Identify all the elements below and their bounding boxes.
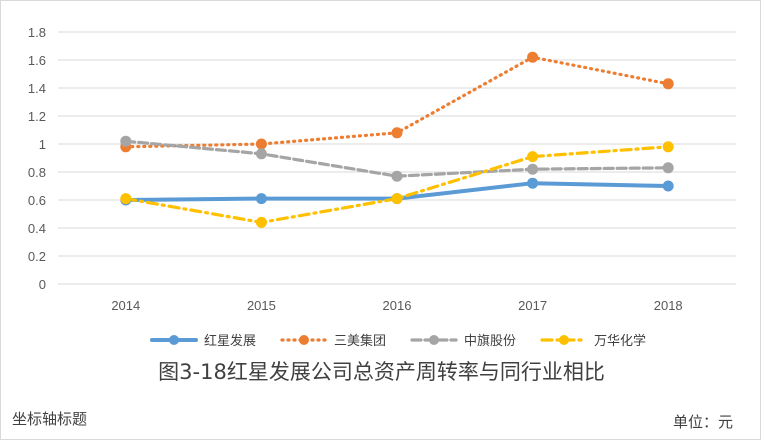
legend-item-hongxing: 红星发展: [150, 330, 256, 349]
y-tick-label: 1.6: [28, 53, 46, 68]
series-3-point-0: [120, 193, 132, 205]
y-tick-label: 1.8: [28, 25, 46, 40]
legend-label-zhongqi: 中旗股份: [464, 334, 517, 349]
legend-swatch-sanmei: [280, 334, 328, 345]
legend-marker: [169, 334, 179, 345]
legend-marker: [429, 334, 440, 345]
legend-item-sanmei: 三美集团: [280, 330, 386, 349]
unit-label: 单位：元: [672, 413, 733, 431]
legend: 红星发展 三美集团 中旗股份 万华化学: [150, 330, 646, 349]
series-3-point-4: [662, 141, 674, 153]
series-3-point-3: [527, 151, 539, 163]
series-1-point-1: [255, 138, 267, 150]
x-tick-label: 2016: [383, 298, 412, 313]
series-1-point-2: [391, 127, 403, 139]
series-1-point-4: [662, 78, 674, 90]
legend-swatch-zhongqi: [410, 334, 458, 345]
series-2-point-0: [120, 135, 132, 147]
series-2-point-2: [391, 170, 403, 182]
series-3-point-1: [255, 216, 267, 228]
x-tick-label: 2015: [247, 298, 276, 313]
y-tick-label: 0.8: [28, 165, 46, 180]
series-2-point-4: [662, 162, 674, 174]
y-tick-label: 0.4: [28, 221, 46, 236]
series-0-point-3: [527, 177, 539, 189]
series-2-point-3: [527, 163, 539, 175]
series-0-point-4: [662, 180, 674, 192]
series-1-point-3: [527, 51, 539, 63]
legend-item-zhongqi: 中旗股份: [410, 330, 516, 349]
axis-title: 坐标轴标题: [12, 410, 88, 428]
x-tick-label: 2018: [654, 298, 683, 313]
legend-label-hongxing: 红星发展: [204, 334, 257, 349]
y-tick-label: 0.2: [28, 249, 46, 264]
y-tick-label: 1.4: [28, 81, 46, 96]
legend-item-wanhua: 万华化学: [540, 330, 646, 349]
chart-title: 图3-18红星发展公司总资产周转率与同行业相比: [158, 360, 605, 384]
y-tick-label: 1: [39, 137, 46, 152]
legend-label-wanhua: 万华化学: [594, 334, 647, 349]
y-tick-label: 1.2: [28, 109, 46, 124]
series-0-point-1: [255, 193, 267, 205]
x-tick-label: 2014: [111, 298, 140, 313]
legend-marker: [559, 334, 570, 345]
legend-swatch-hongxing: [150, 334, 198, 345]
y-tick-label: 0: [39, 277, 46, 292]
x-tick-label: 2017: [518, 298, 547, 313]
legend-marker: [299, 334, 310, 345]
series-3-point-2: [391, 193, 403, 205]
series-2-point-1: [255, 148, 267, 160]
y-tick-label: 0.6: [28, 193, 46, 208]
legend-swatch-wanhua: [540, 334, 588, 345]
legend-label-sanmei: 三美集团: [334, 334, 387, 349]
